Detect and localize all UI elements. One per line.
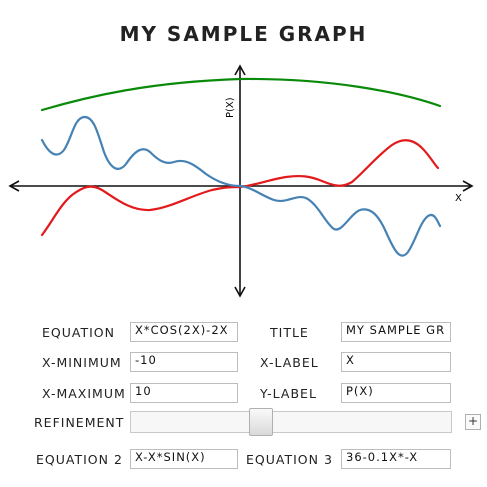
y-axis-arrow-bottom <box>234 286 246 298</box>
y-axis-label: P(X) <box>225 97 236 118</box>
page-title: MY SAMPLE GRAPH <box>119 22 368 46</box>
title-input[interactable]: MY SAMPLE GR <box>341 322 451 342</box>
x-axis-arrow <box>462 180 474 192</box>
x-maximum-input[interactable]: 10 <box>130 383 238 403</box>
series-equation-1-line <box>40 115 442 257</box>
x-maximum-label: X-MAXIMUM <box>42 386 126 401</box>
x-label-label: X-LABEL <box>260 355 319 370</box>
y-label-label: Y-LABEL <box>260 386 317 401</box>
equation-3-input[interactable]: 36-0.1X*-X <box>341 449 451 469</box>
x-minimum-label: X-MINIMUM <box>42 355 122 370</box>
refinement-plus-button[interactable]: + <box>465 414 481 430</box>
x-minimum-input[interactable]: -10 <box>130 352 238 372</box>
refinement-label: REFINEMENT <box>34 415 125 430</box>
x-axis-label: X <box>455 193 462 204</box>
graph-plot: X P(X) <box>8 64 474 298</box>
refinement-slider-thumb[interactable] <box>249 408 274 436</box>
x-label-input[interactable]: X <box>341 352 451 372</box>
title-label: TITLE <box>270 325 309 340</box>
equation-3-label: EQUATION 3 <box>246 452 333 467</box>
equation-2-input[interactable]: X-X*SIN(X) <box>130 449 238 469</box>
y-label-input[interactable]: P(X) <box>341 383 451 403</box>
series-equation-2-line <box>40 139 440 237</box>
x-axis-arrow-left <box>8 180 20 192</box>
equation-2-label: EQUATION 2 <box>36 452 123 467</box>
series-equation-3-line <box>40 77 442 112</box>
equation-input[interactable]: X*COS(2X)-2X <box>130 322 238 342</box>
y-axis-arrow <box>234 64 246 76</box>
equation-label: EQUATION <box>42 325 115 340</box>
refinement-slider-track[interactable] <box>130 411 452 433</box>
